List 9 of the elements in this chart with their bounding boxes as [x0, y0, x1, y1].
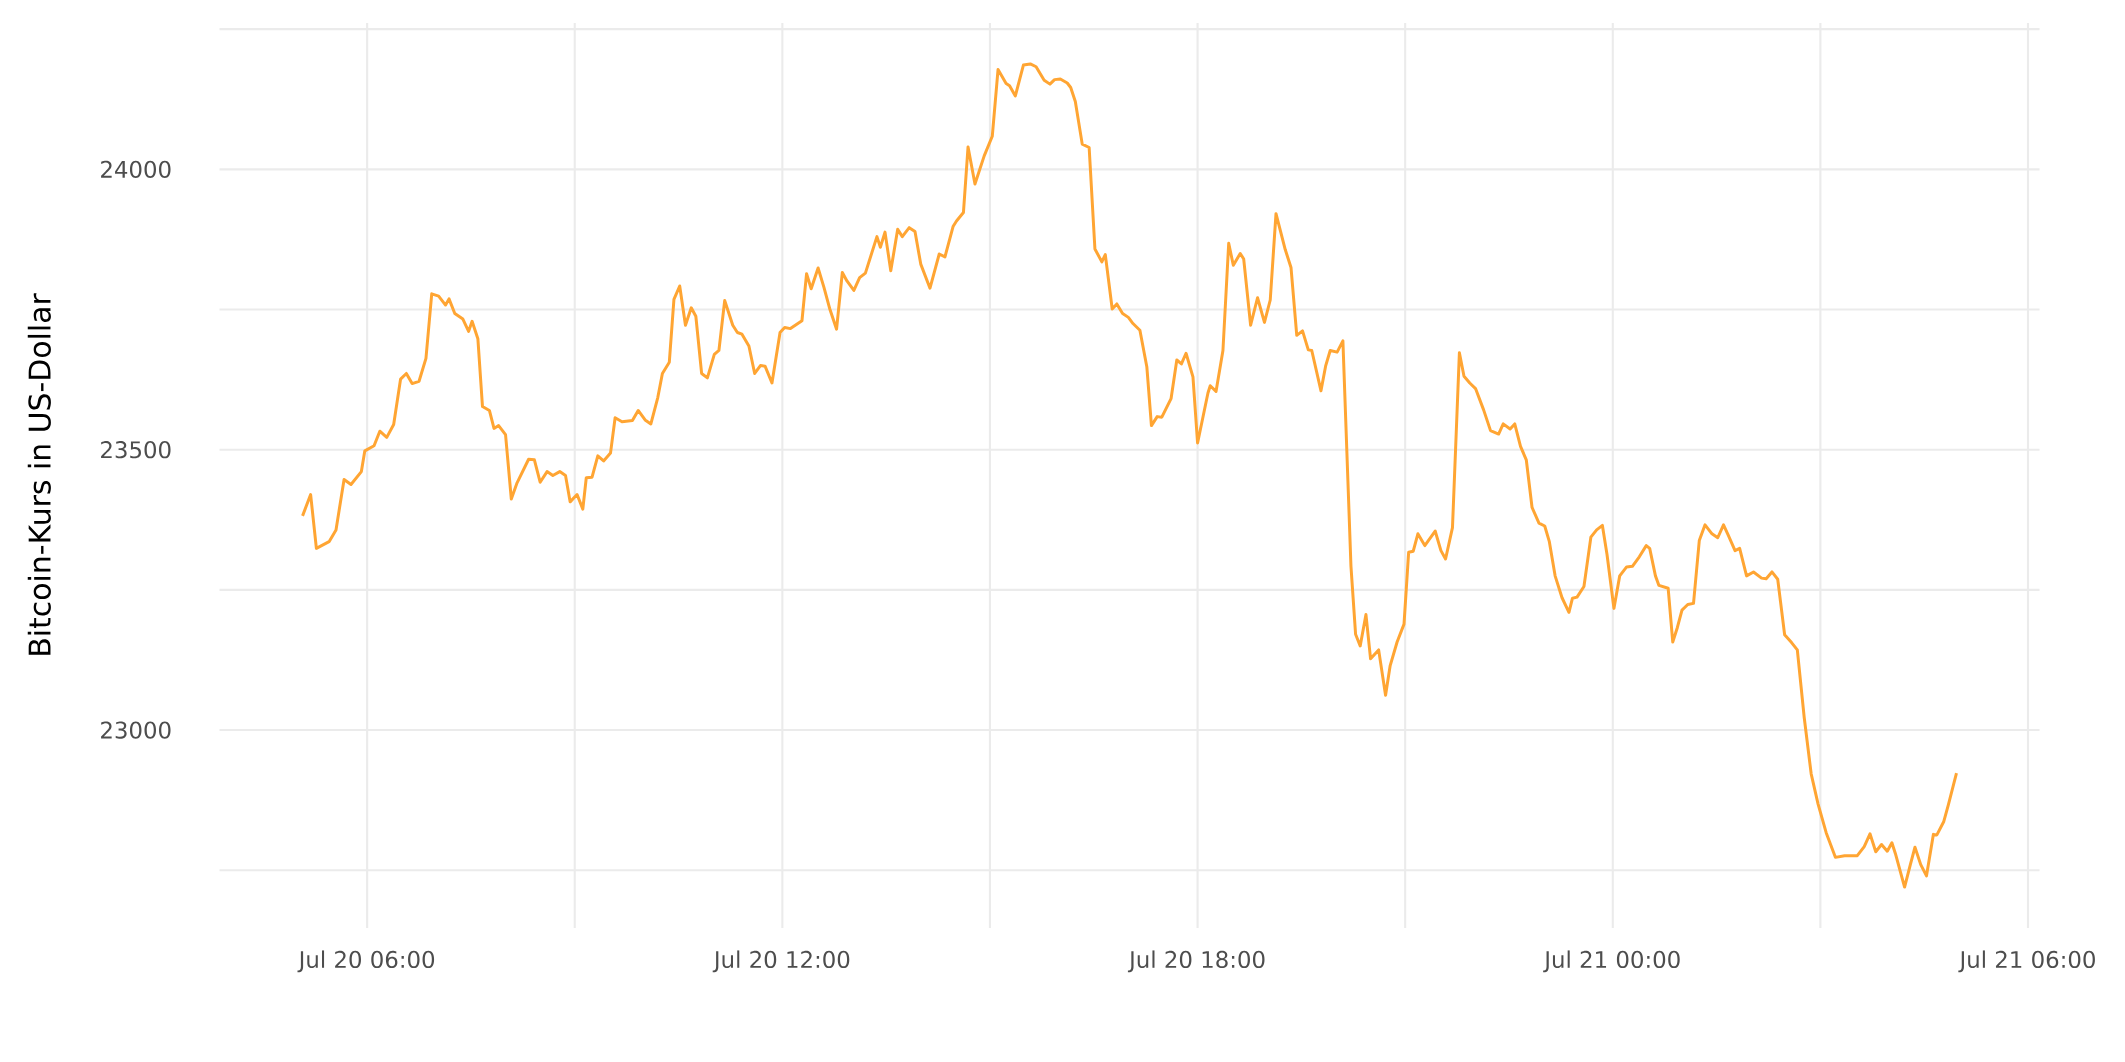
x-tick-label: Jul 21 00:00: [1543, 950, 1680, 973]
y-tick-label: 24000: [101, 160, 171, 178]
y-tick-label: 23500: [101, 441, 171, 459]
x-tick-label: Jul 20 06:00: [297, 950, 435, 973]
y-axis-title: Bitcoin-Kurs in US-Dollar: [27, 293, 51, 655]
x-tick-label: Jul 20 18:00: [1127, 950, 1265, 973]
x-tick-label: Jul 20 12:00: [712, 950, 850, 973]
x-tick-label: Jul 21 06:00: [1958, 950, 2095, 973]
y-tick-label: 23000: [101, 721, 171, 739]
